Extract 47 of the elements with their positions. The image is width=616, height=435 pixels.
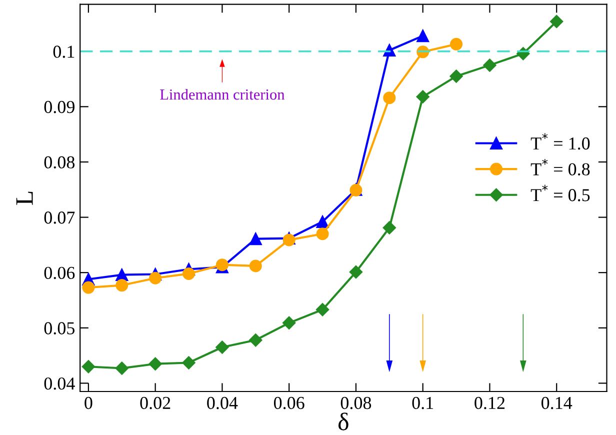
x-tick-label: 0.14	[541, 396, 572, 410]
point	[249, 333, 262, 347]
y-tick-label: 0.06	[44, 266, 75, 280]
point	[450, 70, 463, 83]
point	[82, 281, 95, 294]
point	[416, 90, 430, 104]
y-tick-label: 0.08	[44, 156, 75, 168]
x-tick-label: 0.12	[474, 396, 505, 410]
x-tick-label: 0.08	[340, 396, 372, 410]
point	[416, 30, 430, 42]
x-tick-label: 0	[84, 396, 92, 410]
y-tick-label: 0.05	[44, 322, 75, 334]
y-tick-label: 0.1	[53, 46, 74, 58]
y-tick-label: 0.04	[44, 377, 75, 390]
x-tick-label: 0.1	[412, 396, 434, 410]
x-tick-label: 0.02	[140, 396, 170, 410]
point	[115, 362, 128, 375]
point	[182, 267, 196, 280]
point	[450, 38, 463, 50]
point	[249, 260, 262, 272]
point	[82, 360, 96, 374]
annotation: Lindemann criterion	[160, 88, 285, 100]
point	[282, 234, 296, 246]
legend-label: T$^{*}$ = 1.0	[530, 133, 590, 150]
legend-label: T$^{*}$ = 0.8	[530, 158, 590, 176]
point	[316, 303, 330, 316]
point	[216, 340, 229, 354]
point	[383, 92, 396, 104]
y-tick-label: 0.07	[44, 212, 75, 224]
point	[349, 265, 363, 279]
point	[182, 356, 196, 370]
y-axis-title: L	[16, 192, 33, 205]
point	[116, 279, 128, 292]
x-tick-label: 0.04	[207, 396, 238, 410]
x-tick-label: 0.06	[274, 396, 304, 410]
point	[316, 215, 329, 228]
point	[483, 58, 496, 72]
x-axis-title: δ	[338, 412, 348, 430]
point	[249, 232, 262, 246]
legend-label: T$^{*}$ = 0.5	[530, 184, 590, 202]
y-tick-label: 0.09	[44, 100, 74, 114]
point	[148, 357, 162, 370]
point	[316, 228, 329, 240]
point	[149, 272, 162, 284]
point	[550, 14, 564, 28]
point	[282, 316, 296, 330]
point	[382, 221, 396, 234]
